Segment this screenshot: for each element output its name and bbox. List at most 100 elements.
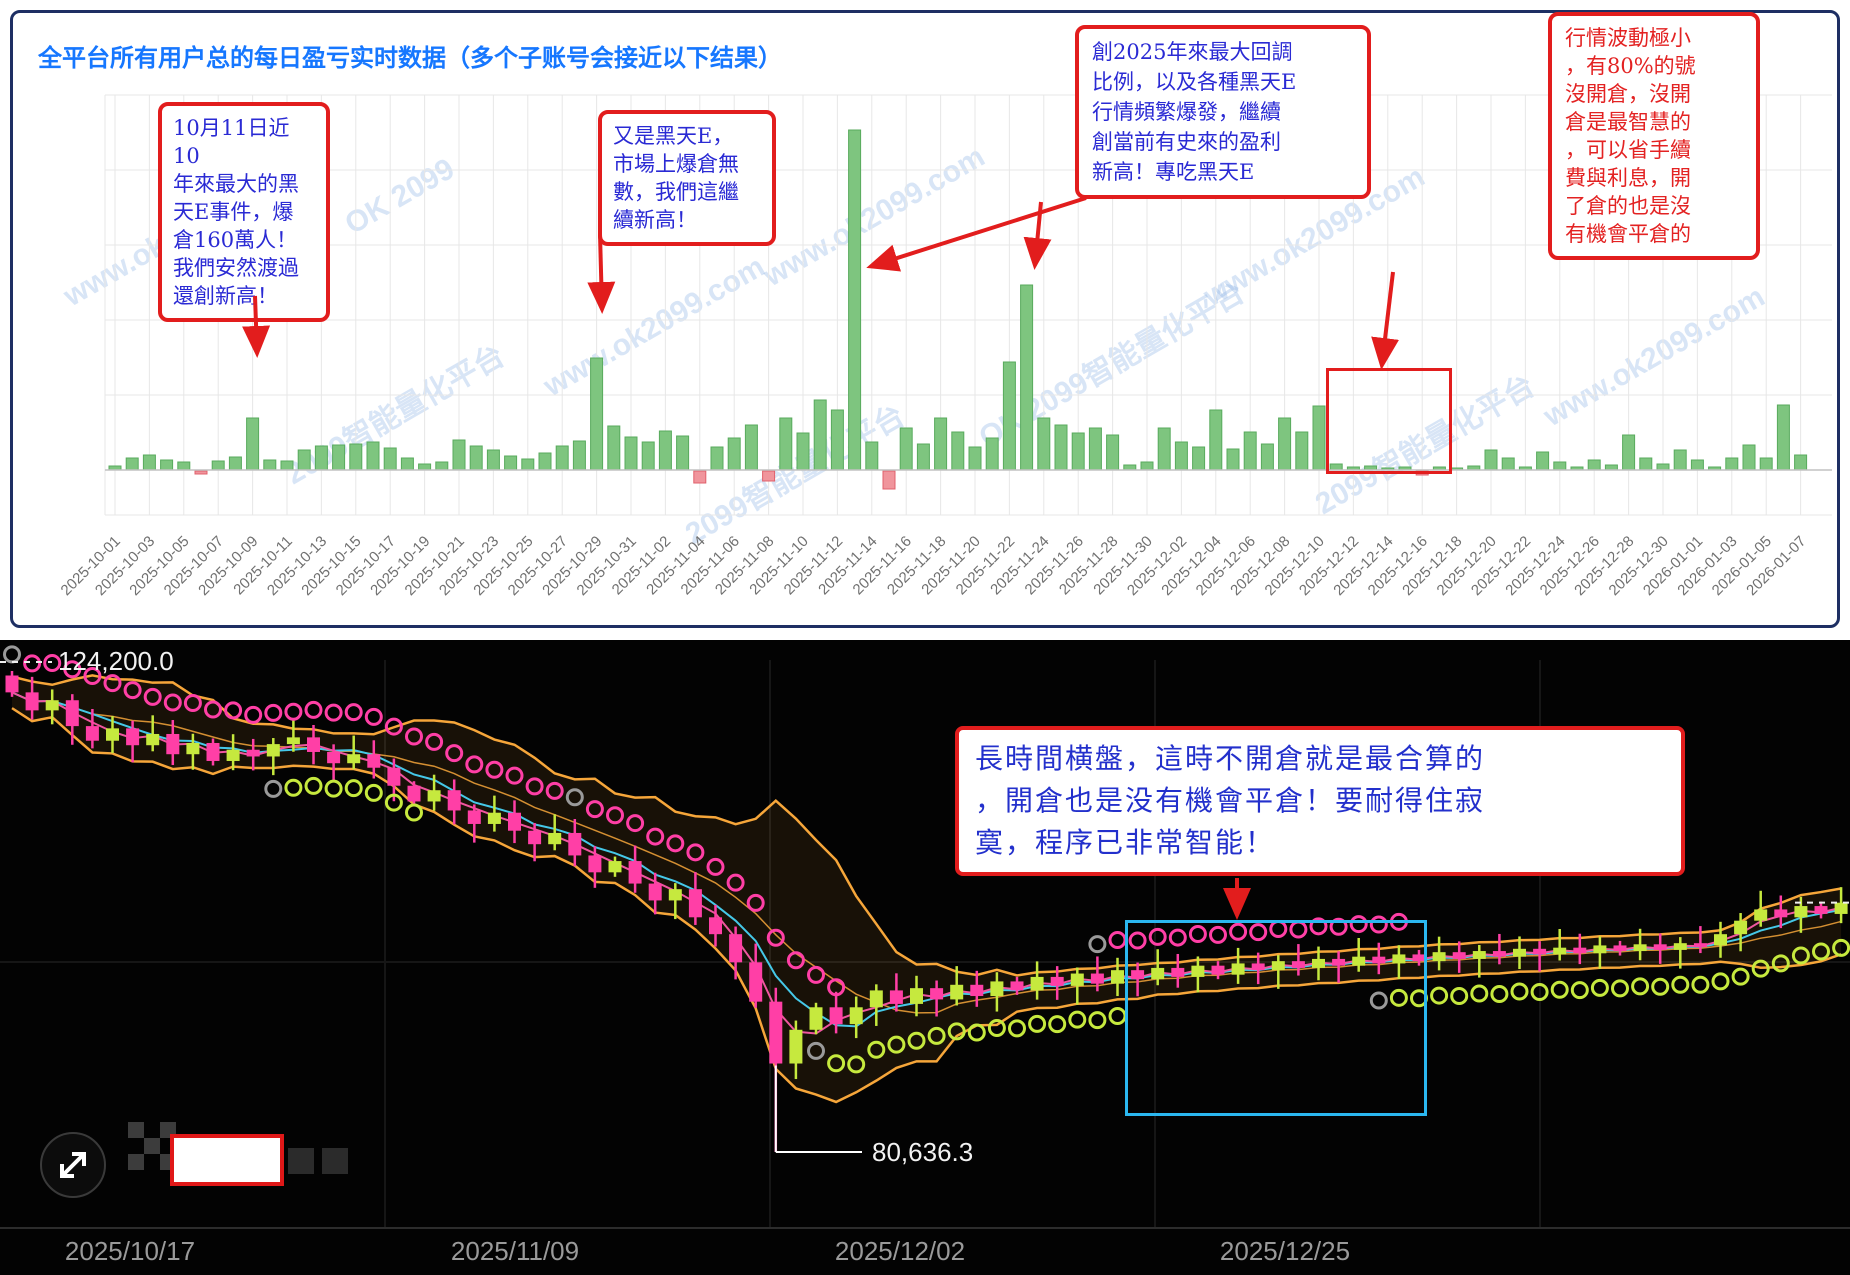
buy-signal-circle: [907, 1031, 926, 1050]
sell-signal-circle: [565, 788, 584, 807]
bar-positive: [1192, 446, 1206, 471]
bar-positive: [899, 427, 913, 471]
candle-down: [206, 742, 220, 761]
candle-up: [186, 742, 200, 755]
sell-signal-circle: [425, 732, 444, 751]
candle-down: [628, 861, 642, 884]
bar-positive: [1037, 417, 1051, 471]
bar-positive: [314, 445, 328, 471]
sell-signal-circle: [1209, 925, 1227, 944]
price-label-upper: 124,200.0: [58, 646, 174, 676]
candle-up: [789, 1029, 803, 1064]
sell-signal-circle: [83, 666, 102, 685]
bollinger-fill: [12, 675, 1842, 1102]
time-axis-label: 2025/11/09: [450, 1236, 580, 1266]
sell-signal-circle: [585, 800, 604, 819]
bar-positive: [813, 399, 827, 471]
candle-down: [25, 692, 39, 711]
candle-up: [1231, 963, 1245, 975]
sell-signal-circle: [1309, 917, 1328, 936]
bar-positive: [366, 441, 380, 471]
candle-down: [709, 917, 722, 935]
bar-positive: [1587, 459, 1601, 471]
sell-signal-circle: [746, 893, 765, 912]
sell-signal-circle: [1349, 915, 1368, 934]
daily-pnl-panel: www.ok2099.com2099智能量化平台OK 2099www.ok209…: [10, 10, 1840, 628]
sell-signal-circle: [63, 660, 82, 679]
bar-positive: [624, 436, 638, 471]
buy-signal-circle: [927, 1026, 946, 1045]
bar-positive: [418, 463, 432, 471]
bar-positive: [160, 459, 174, 471]
bar-positive: [332, 444, 346, 471]
bar-positive: [1295, 431, 1309, 471]
buy-signal-circle: [284, 778, 303, 797]
bar-positive: [555, 445, 569, 471]
buy-signal-circle: [1812, 942, 1830, 961]
bar-negative: [194, 470, 208, 475]
sell-signal-circle: [204, 700, 222, 719]
bar-positive: [228, 456, 242, 471]
sideways-highlight-rect: [1125, 920, 1427, 1116]
candle-down: [1131, 970, 1145, 980]
candle-down: [407, 785, 421, 802]
sell-signal-circle: [1329, 917, 1348, 936]
candle-down: [467, 810, 481, 824]
sell-signal-circle: [626, 814, 645, 833]
bar-positive: [297, 449, 311, 471]
bar-positive: [658, 430, 672, 471]
candle-up: [1312, 958, 1325, 968]
bar-positive: [916, 443, 930, 471]
bar-positive: [383, 447, 397, 471]
sell-signal-circle: [485, 760, 504, 779]
buy-signal-circle: [1389, 988, 1408, 1007]
sell-signal-circle: [1249, 923, 1268, 942]
candle-up: [146, 733, 160, 746]
bar-positive: [641, 441, 655, 471]
candle-down: [1573, 947, 1587, 954]
bar-positive: [1174, 441, 1188, 471]
grid-lines: [104, 94, 1832, 516]
buy-signal-circle: [1791, 946, 1810, 965]
annotation-max-drawdown: 創2025年來最大回調 比例，以及各種黑天E 行情頻繁爆發，繼續 創當前有史來的…: [1075, 25, 1371, 199]
buy-signal-circle: [867, 1040, 886, 1059]
candle-up: [548, 832, 562, 845]
candle-up: [1553, 947, 1567, 955]
sell-signal-circle: [284, 702, 303, 721]
bar-positive: [504, 455, 518, 471]
candle-down: [508, 812, 521, 831]
sell-signal-circle: [244, 705, 263, 724]
expand-button[interactable]: [40, 1132, 106, 1198]
candle-down: [1332, 958, 1346, 966]
candle-down: [1291, 961, 1305, 968]
bar-positive: [400, 457, 414, 471]
buy-signal-circle: [304, 776, 323, 795]
bar-positive: [1278, 417, 1292, 471]
buy-signal-circle: [1550, 980, 1569, 999]
candle-up: [1633, 944, 1647, 952]
candle-down: [648, 883, 662, 901]
sell-signal-circle: [123, 681, 142, 700]
bar-positive: [211, 460, 225, 471]
bar-positive: [744, 424, 758, 471]
buy-signal-circle: [364, 783, 383, 802]
candle-down: [749, 962, 763, 1002]
candlestick-panel: 124,200.0 80,636.3 長時間横盤，這時不開倉就是最合算的 ，開倉…: [0, 640, 1850, 1275]
sell-signal-circle: [827, 978, 846, 997]
candle-down: [970, 984, 984, 997]
bar-positive: [1690, 459, 1704, 471]
buy-signal-circle: [1711, 972, 1730, 991]
redaction-box: [170, 1134, 284, 1186]
bar-positive: [968, 446, 982, 471]
bar-positive: [1622, 434, 1636, 471]
candle-up: [106, 728, 119, 741]
candle-up: [1834, 902, 1848, 914]
sell-signal-circle: [465, 755, 484, 774]
buy-signal-circle: [1671, 975, 1690, 994]
sell-signal-circle: [1168, 928, 1187, 947]
sell-signal-circle: [103, 674, 122, 693]
candle-up: [427, 790, 441, 802]
candle-down: [1010, 981, 1024, 991]
bar-positive: [1725, 457, 1739, 471]
